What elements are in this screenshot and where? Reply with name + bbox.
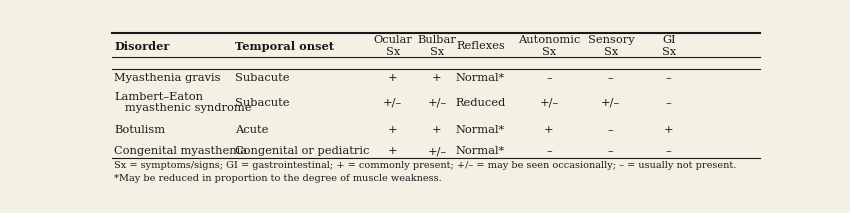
- Text: Normal*: Normal*: [456, 73, 505, 83]
- Text: +/–: +/–: [428, 98, 446, 108]
- Text: GI
Sx: GI Sx: [661, 35, 676, 57]
- Text: –: –: [608, 146, 614, 156]
- Text: Normal*: Normal*: [456, 146, 505, 156]
- Text: +/–: +/–: [428, 146, 446, 156]
- Text: –: –: [666, 73, 672, 83]
- Text: Subacute: Subacute: [235, 73, 289, 83]
- Text: –: –: [608, 73, 614, 83]
- Text: –: –: [666, 98, 672, 108]
- Text: +/–: +/–: [601, 98, 620, 108]
- Text: Botulism: Botulism: [114, 125, 165, 135]
- Text: –: –: [546, 73, 552, 83]
- Text: Autonomic
Sx: Autonomic Sx: [518, 35, 580, 57]
- Text: Congenital myasthenia: Congenital myasthenia: [114, 146, 247, 156]
- Text: +: +: [664, 125, 674, 135]
- Text: –: –: [608, 125, 614, 135]
- Text: +: +: [388, 125, 398, 135]
- Text: Bulbar
Sx: Bulbar Sx: [417, 35, 456, 57]
- Text: +: +: [388, 146, 398, 156]
- Text: Subacute: Subacute: [235, 98, 289, 108]
- Text: –: –: [546, 146, 552, 156]
- Text: –: –: [666, 146, 672, 156]
- Text: +/–: +/–: [539, 98, 558, 108]
- Text: Normal*: Normal*: [456, 125, 505, 135]
- Text: Acute: Acute: [235, 125, 268, 135]
- Text: +: +: [388, 73, 398, 83]
- Text: Reduced: Reduced: [456, 98, 506, 108]
- Text: +: +: [432, 73, 442, 83]
- Text: Lambert–Eaton
   myasthenic syndrome: Lambert–Eaton myasthenic syndrome: [114, 92, 252, 113]
- Text: Sx = symptoms/signs; GI = gastrointestinal; + = commonly present; +/– = may be s: Sx = symptoms/signs; GI = gastrointestin…: [114, 161, 737, 170]
- Text: Disorder: Disorder: [114, 40, 169, 52]
- Text: Congenital or pediatric: Congenital or pediatric: [235, 146, 369, 156]
- Text: Myasthenia gravis: Myasthenia gravis: [114, 73, 221, 83]
- Text: +: +: [432, 125, 442, 135]
- Text: +/–: +/–: [383, 98, 402, 108]
- Text: Temporal onset: Temporal onset: [235, 40, 334, 52]
- Text: +: +: [544, 125, 553, 135]
- Text: *May be reduced in proportion to the degree of muscle weakness.: *May be reduced in proportion to the deg…: [114, 174, 442, 183]
- Text: Reflexes: Reflexes: [456, 41, 505, 51]
- Text: Sensory
Sx: Sensory Sx: [587, 35, 634, 57]
- Text: Ocular
Sx: Ocular Sx: [373, 35, 412, 57]
